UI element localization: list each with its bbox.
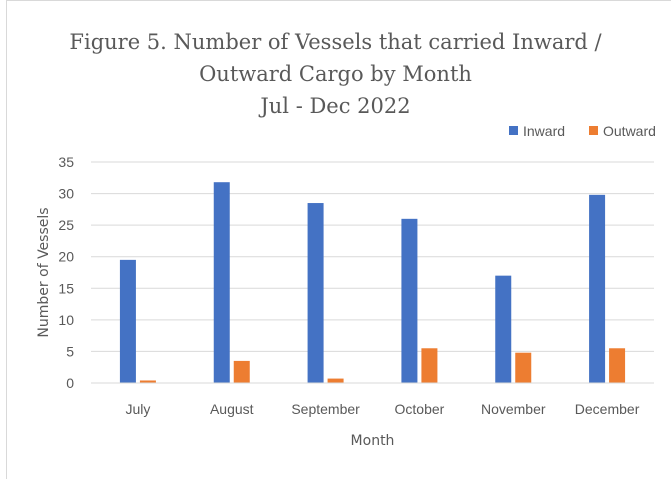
y-axis-ticks: 0 5 10 15 20 25 30 35 <box>58 154 74 391</box>
legend-label-outward: Outward <box>603 123 656 139</box>
y-tick-label: 0 <box>66 375 74 391</box>
chart-title-line-3: Jul - Dec 2022 <box>260 94 411 118</box>
x-axis-title: Month <box>351 433 395 449</box>
bar-inward-october <box>401 218 418 383</box>
bar-outward-november <box>515 352 532 383</box>
y-tick-label: 10 <box>58 312 74 328</box>
bar-outward-october <box>421 348 438 383</box>
y-tick-label: 5 <box>66 343 74 359</box>
bar-inward-july <box>119 259 136 383</box>
bar-outward-august <box>233 360 250 383</box>
bar-outward-september <box>327 378 344 383</box>
bar-outward-july <box>139 380 156 383</box>
x-axis-ticks: July August September October November Decemb… <box>125 401 639 417</box>
bars <box>119 182 626 383</box>
bar-inward-november <box>495 275 512 383</box>
y-tick-label: 20 <box>58 249 74 265</box>
x-tick-label: August <box>210 401 254 417</box>
gridlines <box>91 161 654 352</box>
y-tick-label: 30 <box>58 186 74 202</box>
y-tick-label: 15 <box>58 280 74 296</box>
x-tick-label: December <box>575 401 640 417</box>
bar-outward-december <box>609 348 626 383</box>
x-tick-label: September <box>291 401 360 417</box>
legend-swatch-inward <box>509 126 518 135</box>
y-axis-title: Number of Vessels <box>36 207 52 337</box>
legend-label-inward: Inward <box>523 123 565 139</box>
legend: Inward Outward <box>509 123 656 139</box>
bar-inward-december <box>589 194 606 383</box>
chart-title-line-1: Figure 5. Number of Vessels that carried… <box>69 30 602 54</box>
x-tick-label: July <box>125 401 150 417</box>
x-tick-label: November <box>481 401 546 417</box>
x-tick-label: October <box>395 401 445 417</box>
chart-frame <box>6 0 671 479</box>
y-tick-label: 25 <box>58 217 74 233</box>
bar-inward-august <box>213 182 230 383</box>
chart-title-line-2: Outward Cargo by Month <box>199 62 472 86</box>
y-tick-label: 35 <box>58 154 74 170</box>
bar-inward-september <box>307 203 324 383</box>
legend-swatch-outward <box>589 126 598 135</box>
